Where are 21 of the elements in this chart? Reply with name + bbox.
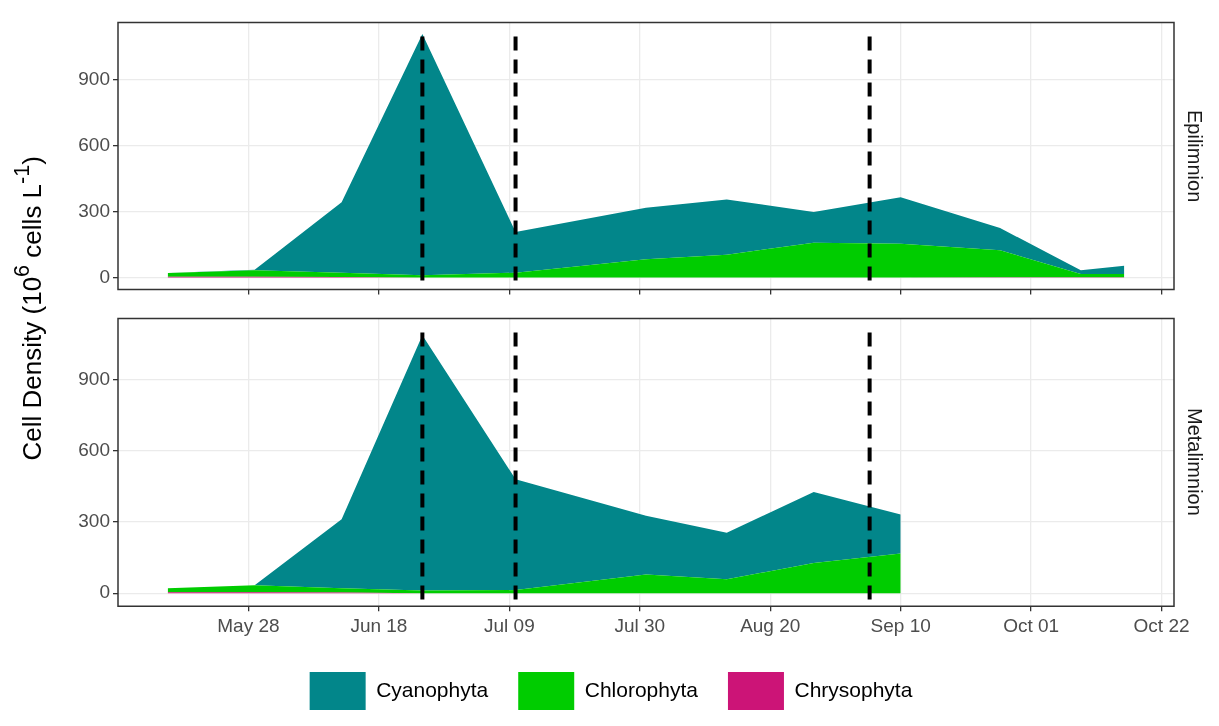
x-tick-label: Jun 18 [350, 614, 408, 636]
x-tick-label: Oct 01 [1003, 614, 1060, 636]
legend-label: Chlorophyta [584, 677, 699, 701]
x-tick-label: Oct 22 [1133, 614, 1190, 636]
y-tick-label: 900 [78, 368, 110, 390]
y-tick-label: 900 [78, 67, 110, 89]
y-tick-label: 600 [78, 439, 110, 461]
legend-label: Chrysophyta [794, 677, 913, 701]
x-tick-label: May 28 [217, 614, 280, 636]
text: Epilimnion [1182, 109, 1206, 203]
x-tick-label: Jul 09 [483, 614, 535, 636]
text: Metalimnion [1182, 408, 1206, 517]
x-tick-label: Jul 30 [614, 614, 666, 636]
y-tick-label: 600 [78, 133, 110, 155]
y-tick-label: 0 [99, 581, 110, 603]
legend-label: Cyanophyta [376, 677, 489, 701]
x-tick-label: Sep 10 [870, 614, 931, 636]
y-tick-label: 300 [78, 199, 110, 221]
y-tick-label: 300 [78, 510, 110, 532]
y-tick-label: 0 [99, 265, 110, 287]
x-tick-label: Aug 20 [740, 614, 801, 636]
